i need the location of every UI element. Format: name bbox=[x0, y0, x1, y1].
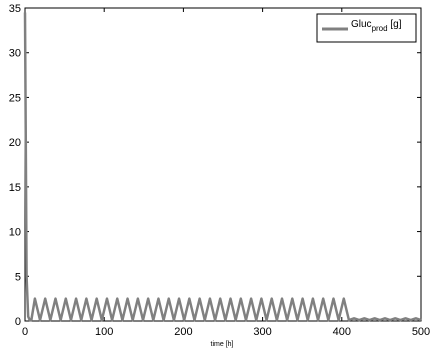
y-tick-label-15: 15 bbox=[9, 182, 21, 194]
y-tick-label-10: 10 bbox=[9, 227, 21, 239]
x-tick-label-0: 0 bbox=[22, 326, 28, 338]
y-tick-label-20: 20 bbox=[9, 137, 21, 149]
x-tick-label-200: 200 bbox=[174, 326, 192, 338]
x-tick-label-500: 500 bbox=[412, 326, 430, 338]
y-tick-label-25: 25 bbox=[9, 92, 21, 104]
y-tick-label-5: 5 bbox=[15, 271, 21, 283]
series-group bbox=[23, 12, 422, 322]
x-tick-label-100: 100 bbox=[95, 326, 113, 338]
legend-label-main: Gluc bbox=[351, 19, 372, 30]
y-tick-label-35: 35 bbox=[9, 3, 21, 15]
legend-label-unit: [g] bbox=[388, 19, 402, 30]
x-axis: 0 100 200 300 400 500 bbox=[22, 8, 430, 338]
legend-label-sub: prod bbox=[372, 24, 388, 33]
y-tick-label-0: 0 bbox=[15, 316, 21, 328]
x-axis-label: time [h] bbox=[211, 341, 234, 348]
y-tick-label-30: 30 bbox=[9, 48, 21, 60]
legend-box bbox=[316, 13, 417, 43]
x-tick-label-300: 300 bbox=[253, 326, 271, 338]
plot-area bbox=[24, 7, 422, 322]
legend-label: Glucprod [g] bbox=[351, 19, 402, 33]
x-tick-label-400: 400 bbox=[333, 326, 351, 338]
series-line-0 bbox=[23, 12, 422, 322]
legend: Glucprod [g] bbox=[316, 13, 417, 43]
